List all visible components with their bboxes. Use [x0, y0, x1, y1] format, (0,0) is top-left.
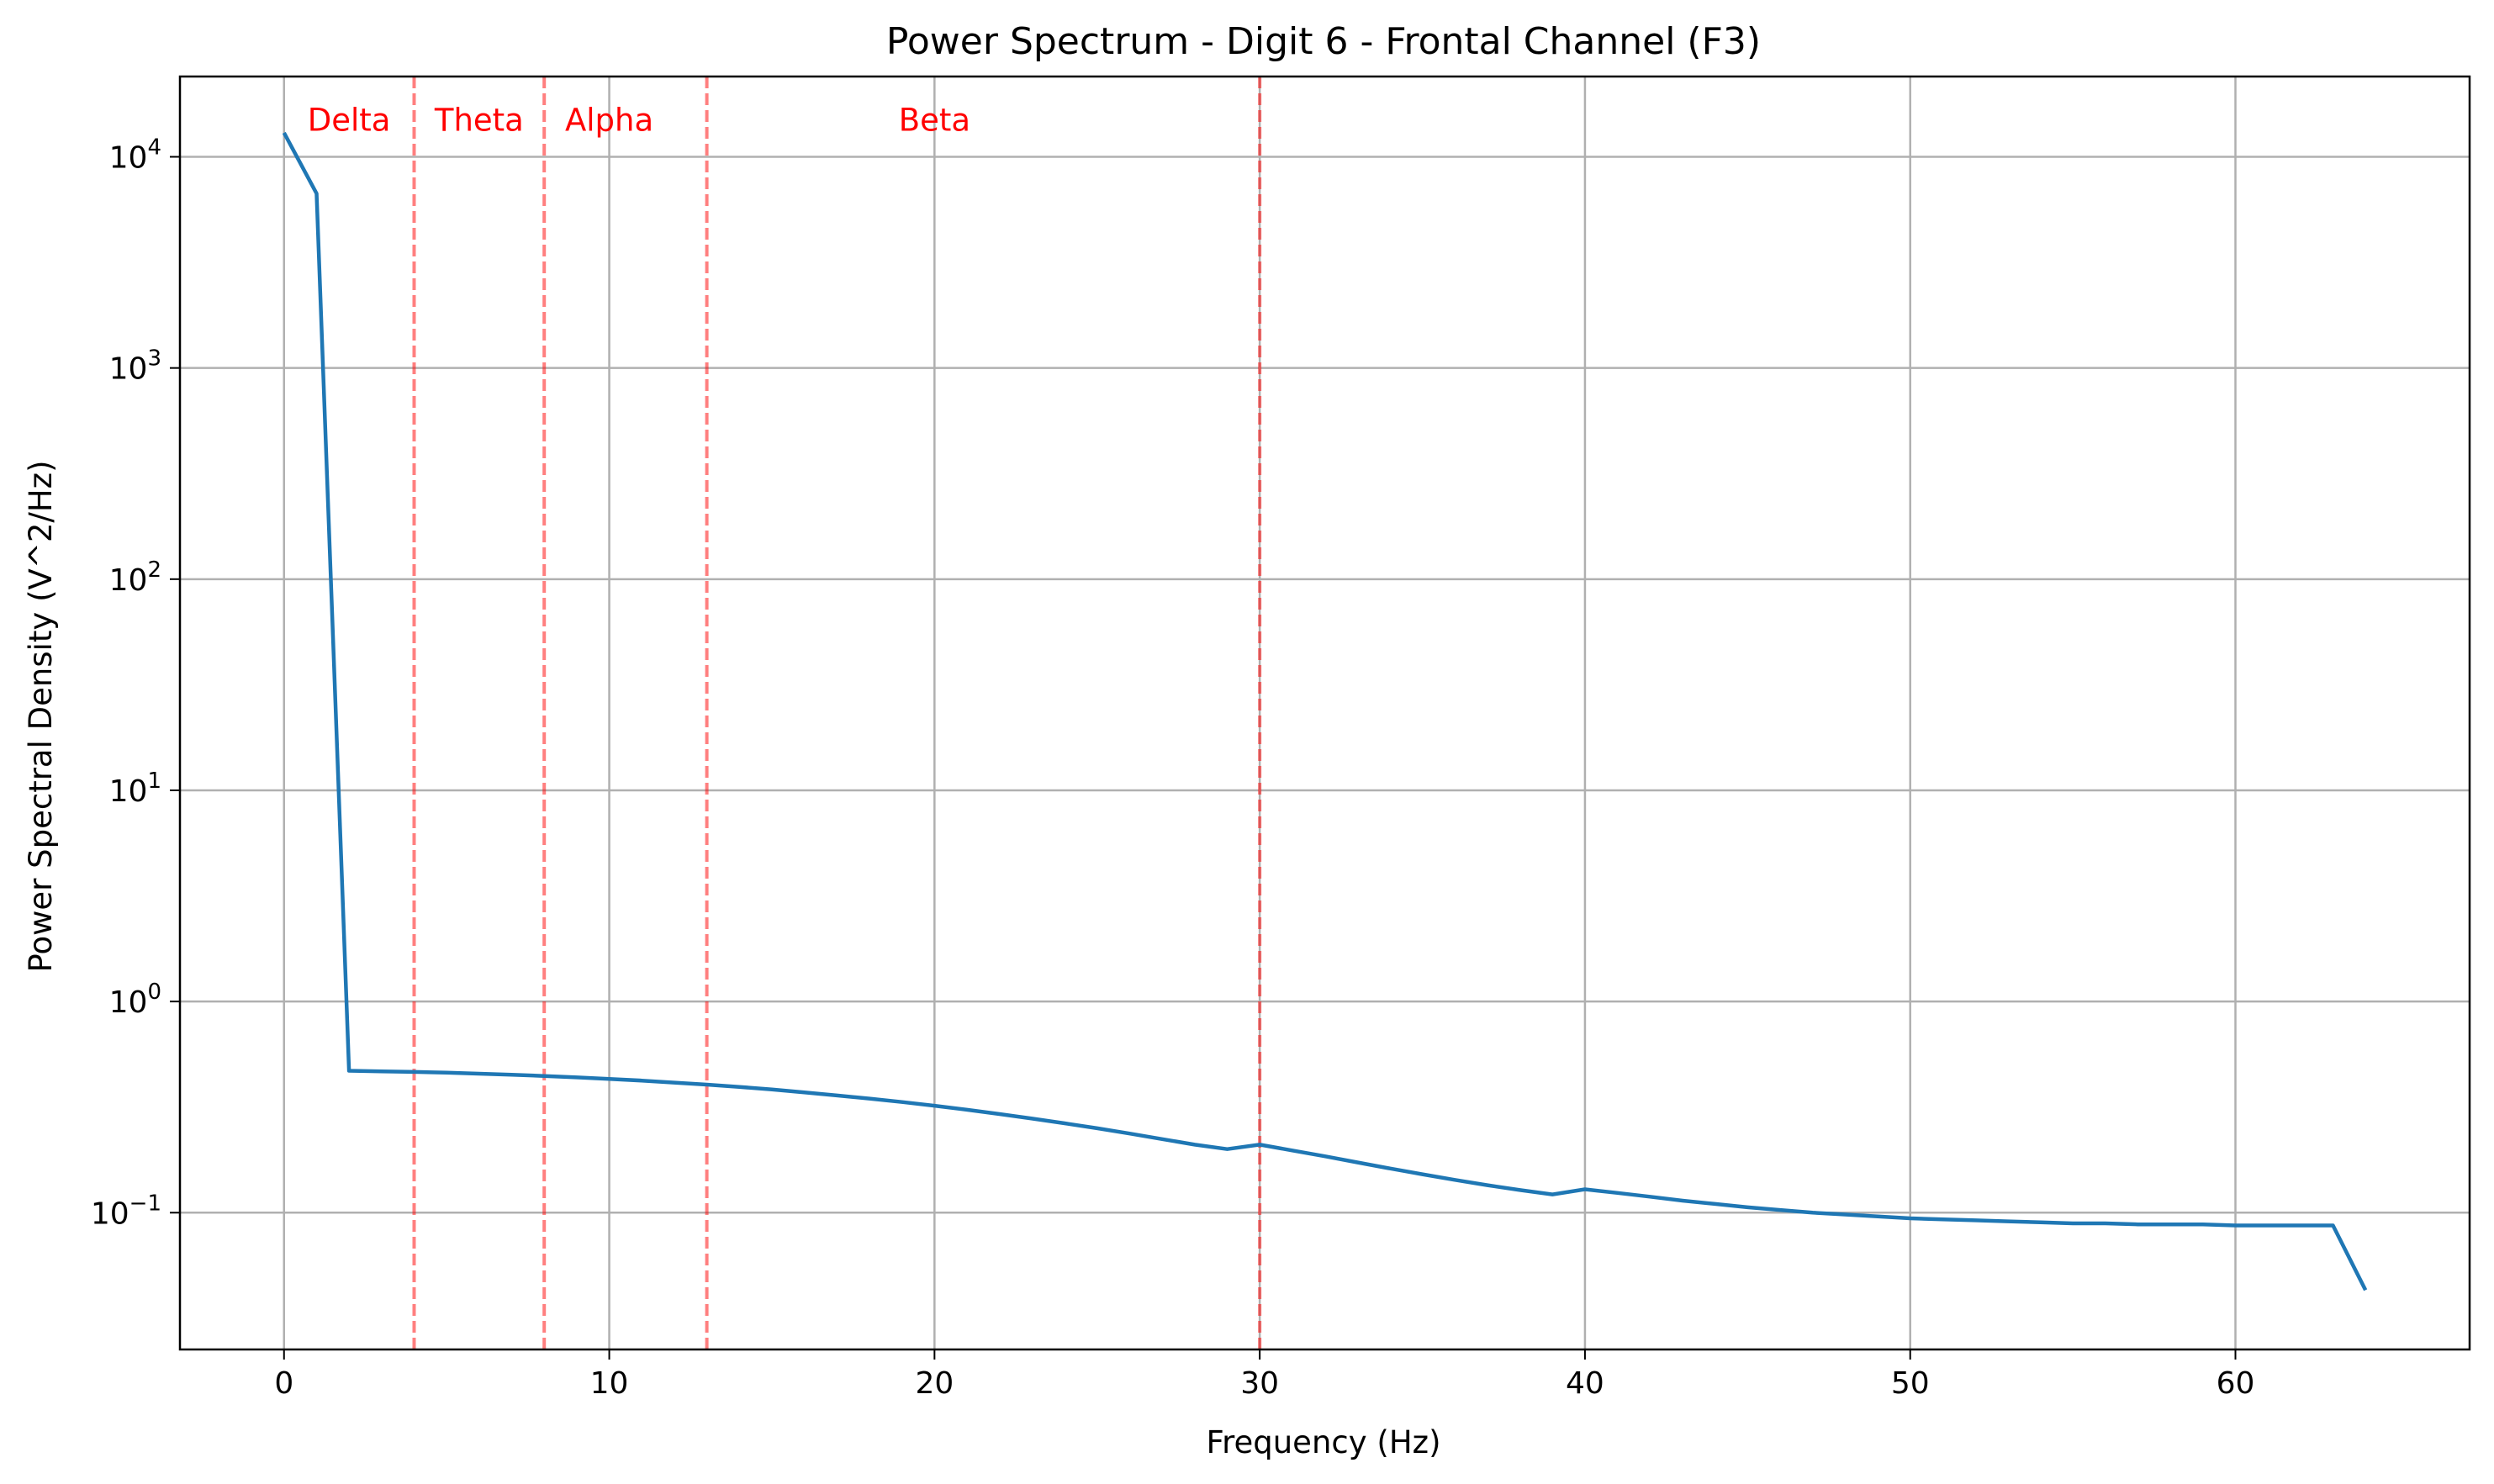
y-axis-title: Power Spectral Density (V^2/Hz) — [23, 460, 59, 972]
y-tick-label-base: 10 — [109, 140, 148, 175]
y-tick-label: 102 — [109, 557, 161, 598]
y-tick-label-base: 10 — [109, 563, 148, 598]
y-tick-label: 104 — [109, 135, 161, 175]
band-labels: Delta Theta Alpha Beta — [308, 102, 970, 138]
y-tick-label: 103 — [109, 346, 161, 387]
band-label: Alpha — [565, 102, 653, 138]
y-tick-label-base: 10 — [109, 352, 148, 387]
y-tick-label-exponent: 1 — [147, 768, 161, 794]
x-tick-label: 50 — [1891, 1366, 1930, 1401]
y-tick-label: 101 — [109, 768, 161, 809]
x-axis-title: Frequency (Hz) — [1206, 1424, 1440, 1460]
y-tick-label-base: 10 — [109, 774, 148, 809]
plot-frame — [178, 75, 2471, 1351]
y-tick-label-base: 10 — [109, 985, 148, 1020]
x-tick-label: 40 — [1566, 1366, 1604, 1401]
y-tick-label-exponent: −1 — [129, 1191, 161, 1216]
y-tick-label-exponent: 4 — [147, 135, 161, 160]
x-tick-label: 60 — [2217, 1366, 2255, 1401]
psd-series-line — [282, 131, 2368, 1291]
y-tick-label: 100 — [109, 980, 161, 1020]
grid — [180, 77, 2470, 1349]
band-label: Theta — [434, 102, 524, 138]
x-tick-label: 0 — [274, 1366, 293, 1401]
series-layer — [282, 131, 2368, 1291]
y-tick-label-exponent: 3 — [147, 346, 161, 372]
y-tick-label-exponent: 0 — [147, 980, 161, 1005]
y-tick-label-exponent: 2 — [147, 557, 161, 583]
band-label: Beta — [899, 102, 970, 138]
band-lines — [412, 77, 1262, 1349]
band-label: Delta — [308, 102, 391, 138]
chart-title: Power Spectrum - Digit 6 - Frontal Chann… — [886, 20, 1761, 63]
x-tick-label: 10 — [590, 1366, 629, 1401]
y-tick-label-base: 10 — [91, 1196, 129, 1231]
x-tick-label: 20 — [915, 1366, 954, 1401]
x-tick-label: 30 — [1240, 1366, 1279, 1401]
y-tick-label: 10−1 — [91, 1191, 161, 1231]
